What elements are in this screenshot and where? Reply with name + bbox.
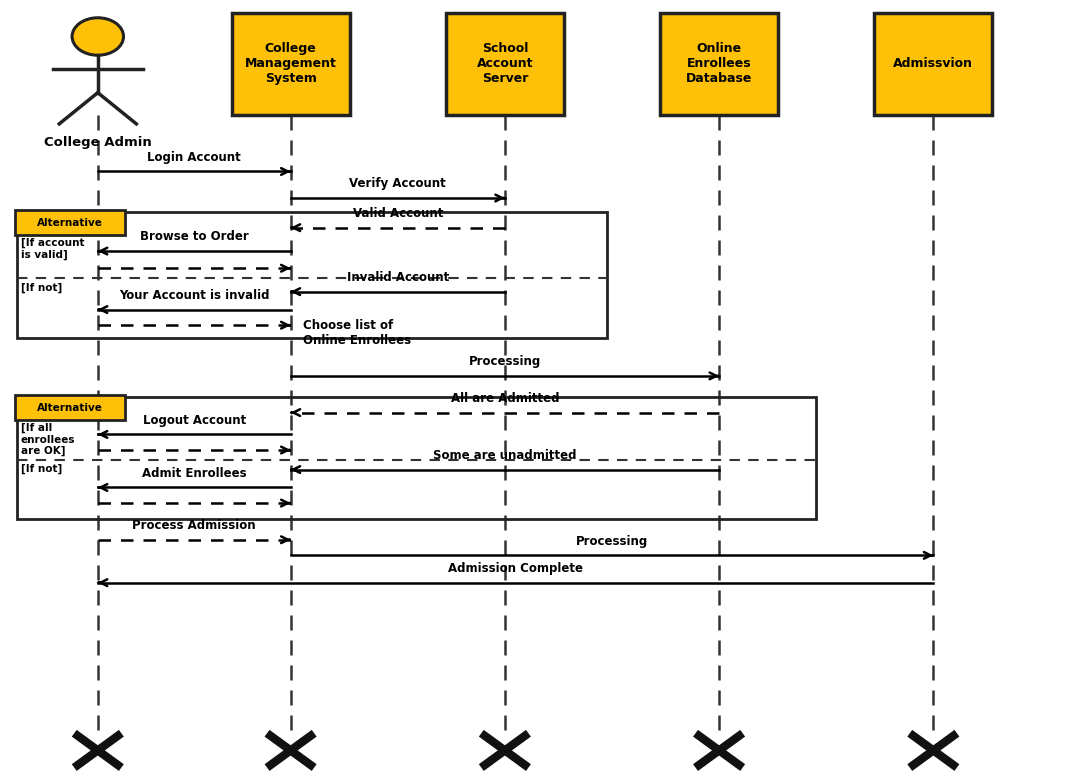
Text: Admissvion: Admissvion [894,57,973,70]
Text: Process Admission: Process Admission [132,519,256,532]
Text: Online
Enrollees
Database: Online Enrollees Database [686,42,752,85]
Text: All are Admitted: All are Admitted [451,392,560,405]
Text: Choose list of
Online Enrollees: Choose list of Online Enrollees [304,319,411,347]
FancyBboxPatch shape [15,211,125,236]
Text: [If account
is valid]: [If account is valid] [20,238,84,260]
FancyBboxPatch shape [232,13,349,114]
Text: College Admin: College Admin [44,135,151,149]
Text: [If not]: [If not] [20,464,62,474]
Text: Admission Complete: Admission Complete [448,562,583,575]
Text: [If all
enrollees
are OK]: [If all enrollees are OK] [20,423,75,456]
Text: Valid Account: Valid Account [352,207,442,220]
FancyBboxPatch shape [446,13,564,114]
Text: Your Account is invalid: Your Account is invalid [119,289,270,301]
Text: Some are unadmitted: Some are unadmitted [433,449,577,462]
Bar [17,212,607,338]
FancyBboxPatch shape [661,13,778,114]
Text: School
Account
Server: School Account Server [477,42,533,85]
Text: Admit Enrollees: Admit Enrollees [142,467,247,480]
FancyBboxPatch shape [874,13,992,114]
FancyBboxPatch shape [15,395,125,420]
Circle shape [72,18,124,56]
Text: Processing: Processing [576,535,648,547]
Text: Processing: Processing [468,355,541,368]
Text: Verify Account: Verify Account [349,177,446,190]
Text: Invalid Account: Invalid Account [347,271,449,283]
Bar [17,397,815,518]
Text: Alternative: Alternative [37,403,103,413]
Text: Login Account: Login Account [147,150,241,164]
Text: College
Management
System: College Management System [245,42,336,85]
Text: Alternative: Alternative [37,218,103,228]
Text: Browse to Order: Browse to Order [140,230,248,244]
Text: Logout Account: Logout Account [143,413,246,427]
Text: [If not]: [If not] [20,282,62,293]
